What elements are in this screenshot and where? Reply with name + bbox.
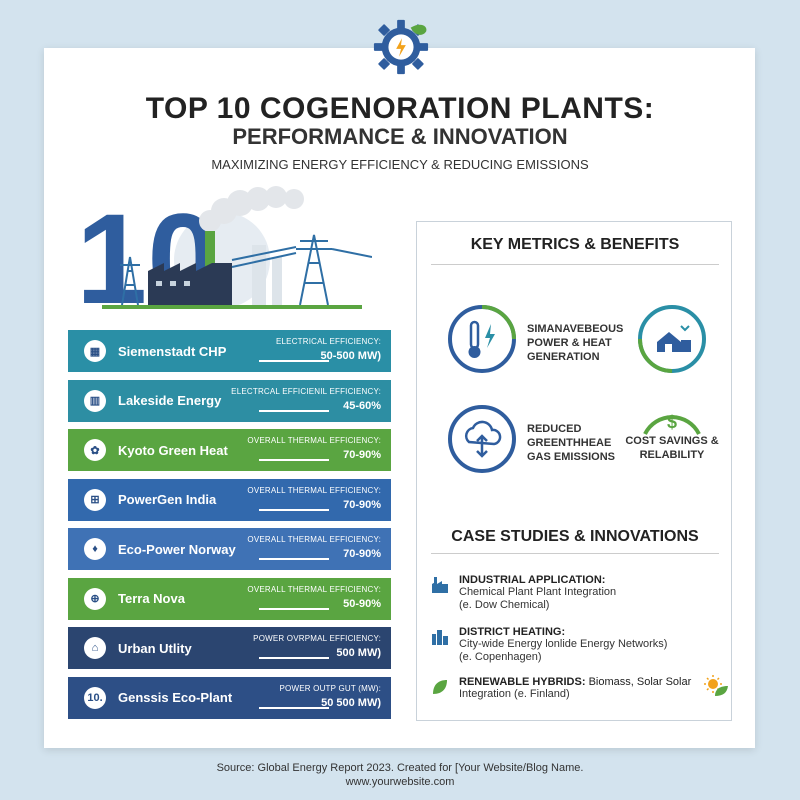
case-example: (e. Dow Chemical): [459, 599, 550, 611]
website-link[interactable]: www.yourwebsite.com: [345, 776, 455, 788]
metric-label: POWER OVRPMAL EFFICIENCY:: [253, 634, 381, 643]
plant-metric: ELECTRICAL EFFICIENCY: 50-500 MW): [276, 337, 381, 362]
divider: [431, 264, 719, 265]
plant-row: ▦ Siemenstadt CHP ELECTRICAL EFFICIENCY: 50…: [68, 330, 391, 372]
plant-metric: ELECTRCAL EFFICIENIL EFFICIENCY: 45-60%: [231, 387, 381, 412]
plant-metric: OVERALL THERMAL EFFICIENCY: 70-90%: [247, 486, 381, 511]
divider: [431, 553, 719, 554]
plant-name: Siemenstadt CHP: [118, 343, 227, 359]
plant-row: ⊕ Terra Nova OVERALL THERMAL EFFICIENCY: 50…: [68, 577, 391, 620]
dollar-icon: $: [643, 412, 701, 435]
metric-underline: [259, 657, 329, 659]
plant-metric: OVERALL THERMAL EFFICIENCY: 50-90%: [247, 585, 381, 610]
number-10-icon: 10.: [84, 686, 106, 709]
benefit-text-2: REDUCED GREENTHHEAE GAS EMISSIONS: [527, 423, 616, 463]
plant-row: ⊞ PowerGen India OVERALL THERMAL EFFICIENC…: [68, 478, 391, 521]
metric-underline: [259, 706, 329, 709]
metric-value: 50 500 MW): [321, 696, 381, 709]
plant-metric: OVERALL THERMAL EFFICIENCY: 70-90%: [247, 436, 381, 461]
metrics-panel: KEY METRICS & BENEFITS SIMANAVEBEOUS POWE…: [416, 221, 732, 721]
page-subtitle: PERFORMANCE & INNOVATION: [232, 124, 568, 149]
page-title: TOP 10 COGENORATION PLANTS:: [145, 92, 655, 125]
case-detail: Chemical Plant Plant Integration: [459, 586, 617, 598]
pylon-icon: ⌂: [84, 637, 106, 659]
metric-value: 70-90%: [343, 498, 381, 511]
plant-name: Terra Nova: [118, 591, 185, 606]
plant-row: ⌂ Urban Utlity POWER OVRPMAL EFFICIENCY: 50…: [68, 627, 391, 669]
svg-text:$: $: [667, 412, 677, 432]
metric-underline: [259, 558, 329, 560]
plant-row: ✿ Kyoto Green Heat OVERALL THERMAL EFFICIE…: [68, 429, 391, 471]
metric-value: 45-60%: [343, 399, 381, 412]
sun-leaf-icon: [704, 675, 728, 696]
gear-leaf-bolt-icon: [373, 19, 429, 75]
cloud-arrows-icon: [448, 405, 516, 473]
plant-name: Genssis Eco-Plant: [118, 690, 233, 705]
case-item: DISTRICT HEATING: City-wide Energy lonli…: [431, 626, 721, 664]
case-detail: City-wide Energy lonlide Energy Networks…: [459, 638, 668, 650]
grid-icon: ⊞: [84, 488, 106, 511]
metric-underline: [259, 409, 329, 412]
plant-list: ▦ Siemenstadt CHP ELECTRICAL EFFICIENCY: 50…: [68, 330, 391, 726]
plug-icon: ⊕: [84, 587, 106, 610]
case-title: RENEWABLE HYBRIDS:: [459, 676, 586, 688]
case-example: (e. Copenhagen): [459, 651, 542, 663]
case-example: Integration (e. Finland): [459, 688, 570, 700]
metric-underline: [259, 607, 329, 610]
drop-icon: ♦: [84, 538, 106, 560]
plant-name: Lakeside Energy: [118, 393, 222, 408]
case-title: DISTRICT HEATING:: [459, 626, 566, 638]
metric-label: OVERALL THERMAL EFFICIENCY:: [247, 584, 381, 594]
source-note: Source: Global Energy Report 2023. Creat…: [216, 762, 584, 774]
metric-value: 50-90%: [343, 597, 381, 610]
metric-label: POWER OUTP GUT (MW):: [279, 683, 381, 693]
metric-value: 50-500 MW): [320, 350, 381, 362]
plant-metric: POWER OVRPMAL EFFICIENCY: 500 MW): [253, 634, 381, 659]
metric-underline: [259, 360, 329, 362]
plant-metric: OVERALL THERMAL EFFICIENCY: 70-90%: [247, 535, 381, 560]
metric-label: OVERALL THERMAL EFFICIENCY:: [247, 535, 381, 544]
metric-label: ELECTRCAL EFFICIENIL EFFICIENCY:: [231, 386, 381, 396]
benefit-text-3: COST SAVINGS & RELABILITY: [625, 435, 719, 461]
metric-value: 70-90%: [343, 449, 381, 461]
case-item: INDUSTRIAL APPLICATION: Chemical Plant P…: [431, 574, 721, 612]
page-tagline: MAXIMIZING ENERGY EFFICIENCY & REDUCING …: [211, 157, 589, 172]
plant-name: PowerGen India: [118, 492, 217, 507]
metric-value: 70-90%: [343, 548, 381, 560]
cases-heading: CASE STUDIES & INNOVATIONS: [451, 528, 699, 545]
metrics-heading: KEY METRICS & BENEFITS: [470, 236, 680, 253]
benefit-text-1: SIMANAVEBEOUS POWER & HEAT GENERATION: [527, 323, 624, 363]
building-icon: ▥: [84, 389, 106, 412]
house-heat-icon: [638, 305, 706, 373]
leaf-icon: ✿: [84, 439, 106, 461]
metric-label: OVERALL THERMAL EFFICIENCY:: [247, 436, 381, 445]
metric-value: 500 MW): [336, 647, 381, 659]
case-detail: Biomass, Solar Solar: [585, 676, 692, 688]
metric-underline: [259, 459, 329, 461]
plant-row: 10. Genssis Eco-Plant POWER OUTP GUT (MW):…: [68, 676, 391, 719]
city-icon: [432, 630, 448, 645]
plant-row: ▥ Lakeside Energy ELECTRCAL EFFICIENIL EFF…: [68, 379, 391, 422]
thermometer-bolt-icon: [448, 305, 516, 373]
case-title: INDUSTRIAL APPLICATION:: [459, 574, 606, 586]
case-item: RENEWABLE HYBRIDS: Biomass, Solar Solar …: [431, 675, 728, 701]
factory-icon: ▦: [84, 340, 106, 362]
plant-metric: POWER OUTP GUT (MW): 50 500 MW): [280, 684, 381, 709]
metric-label: ELECTRICAL EFFICIENCY:: [275, 337, 381, 346]
plant-name: Kyoto Green Heat: [118, 442, 228, 458]
plant-name: Urban Utlity: [118, 640, 192, 656]
plant-row: ♦ Eco-Power Norway OVERALL THERMAL EFFICIE…: [68, 528, 391, 570]
leaf-icon: [433, 680, 447, 694]
factory-icon: [432, 577, 448, 593]
metric-underline: [259, 508, 329, 511]
metric-label: OVERALL THERMAL EFFICIENCY:: [247, 485, 381, 495]
power-plant-illustration: 10: [82, 186, 372, 315]
plant-name: Eco-Power Norway: [118, 541, 236, 557]
